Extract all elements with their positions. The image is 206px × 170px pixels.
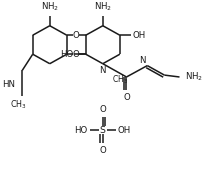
Text: N: N [99, 66, 106, 75]
Text: NH$_2$: NH$_2$ [185, 71, 203, 83]
Text: O: O [123, 93, 130, 102]
Text: O: O [99, 105, 106, 114]
Text: N: N [139, 56, 145, 65]
Text: O: O [73, 31, 80, 40]
Text: HN: HN [2, 80, 15, 89]
Text: HO: HO [60, 50, 73, 59]
Text: NH$_2$: NH$_2$ [94, 1, 112, 13]
Text: NH$_2$: NH$_2$ [41, 1, 59, 13]
Text: O: O [73, 50, 80, 59]
Text: OH: OH [118, 126, 131, 135]
Text: CH$_3$: CH$_3$ [112, 73, 128, 86]
Text: HO: HO [74, 126, 88, 135]
Text: CH$_3$: CH$_3$ [10, 99, 27, 111]
Text: OH: OH [132, 31, 145, 40]
Text: O: O [99, 146, 106, 155]
Text: S: S [100, 126, 106, 135]
